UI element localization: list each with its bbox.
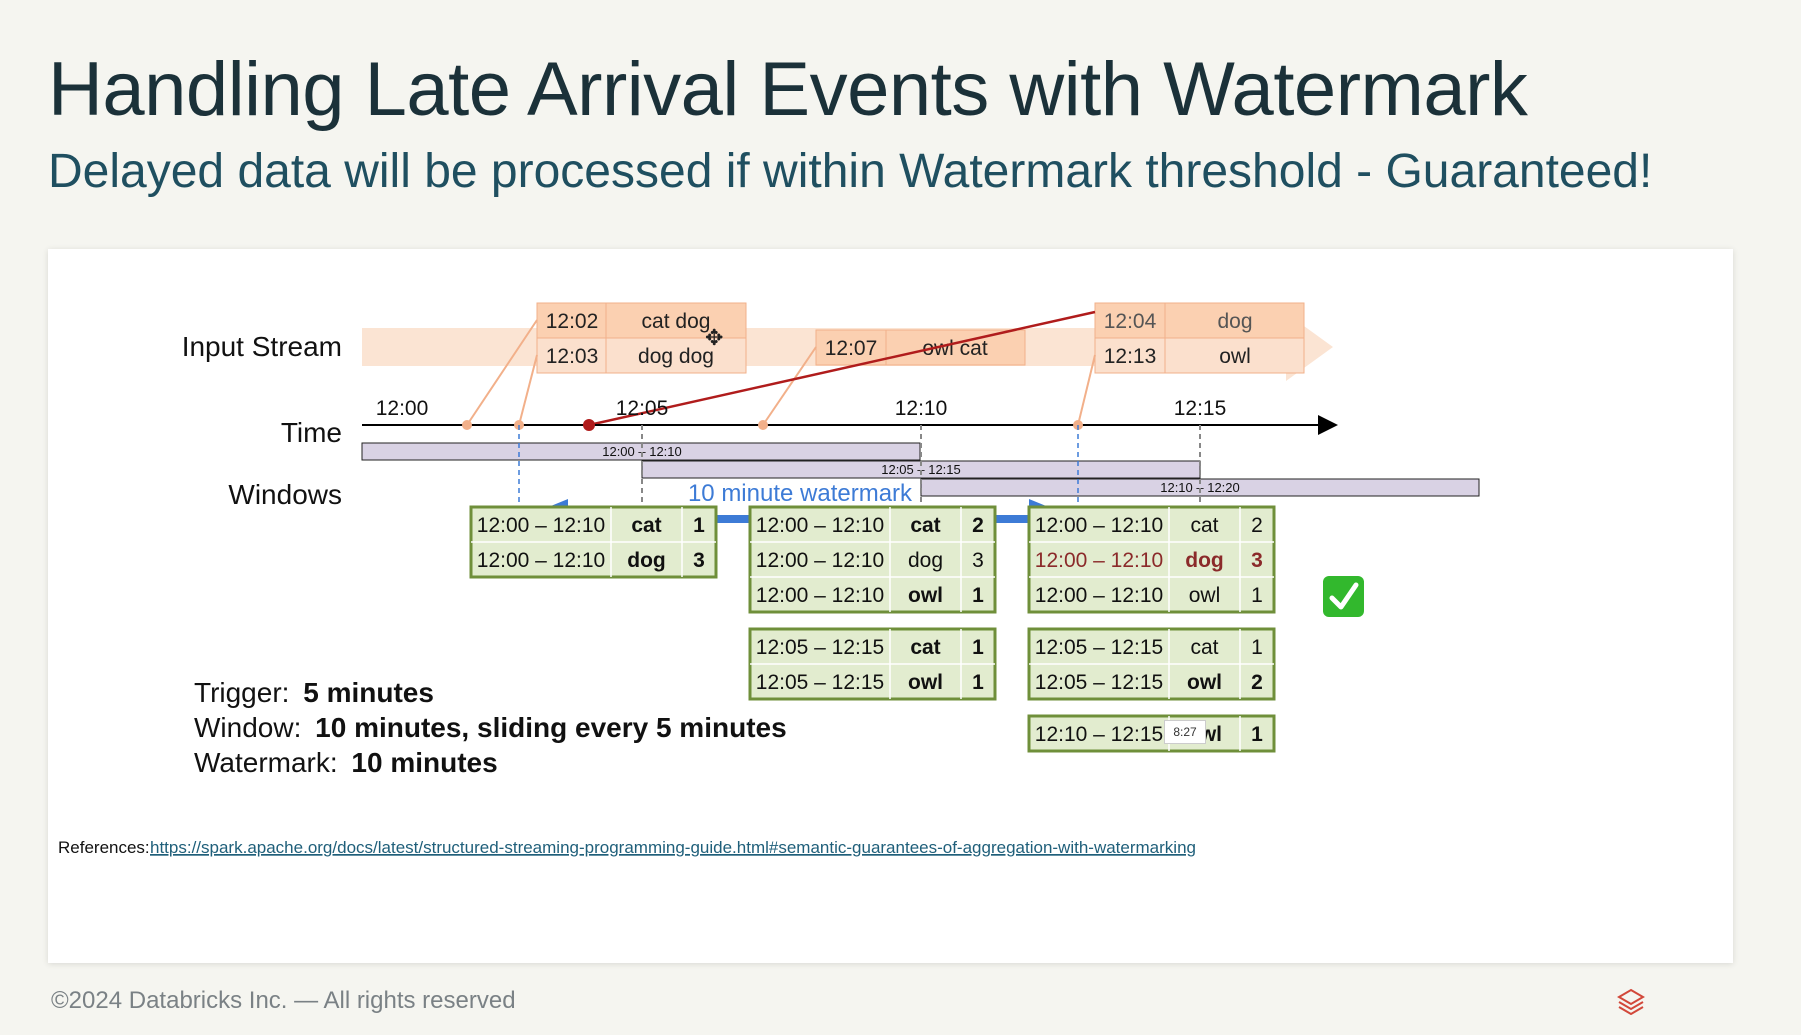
setting-value: 10 minutes [351,747,497,778]
table-count-cell: 1 [972,636,984,659]
table-window-cell: 12:00 – 12:10 [477,549,605,572]
event-box-1: 12:02 cat dog 12:03 dog dog [536,302,747,374]
watermark-label: 10 minute watermark [688,480,913,507]
event-connector [762,346,817,426]
time-tick-label: 12:05 [616,397,669,420]
event-time: 12:03 [546,345,599,368]
event-box-3: 12:04 dog 12:13 owl [1094,302,1305,374]
time-tick-label: 12:00 [376,397,429,420]
references-link[interactable]: https://spark.apache.org/docs/latest/str… [150,838,1196,857]
event-dot [462,420,472,430]
table-count-cell: 3 [972,549,984,572]
late-event-line [588,310,1096,427]
result-table: 12:05 – 12:15 cat 1 12:05 – 12:15 owl 1 [748,627,997,701]
table-word-cell: cat [910,636,940,659]
result-table: 12:05 – 12:15 cat 1 12:05 – 12:15 owl 2 [1027,627,1276,701]
check-icon [1323,576,1364,617]
watermark-diagram: Input Stream Time Windows 12:02 cat dog … [58,302,1480,857]
table-word-cell: dog [627,549,665,572]
time-tick-label: 12:15 [1174,397,1227,420]
event-words: dog dog [638,345,714,368]
result-table: 12:00 – 12:10 cat 1 12:00 – 12:10 dog 3 [469,505,718,579]
result-table: 12:00 – 12:10 cat 2 12:00 – 12:10 dog 3 12:00 … [1027,505,1276,614]
event-time: 12:13 [1104,345,1157,368]
table-count-cell: 2 [1251,514,1263,537]
table-word-cell: owl [1187,671,1222,694]
window-label: 12:05 – 12:15 [881,462,961,477]
table-word-cell: cat [1190,514,1218,537]
table-window-cell: 12:05 – 12:15 [756,671,884,694]
window-setting: Window: 10 minutes, sliding every 5 minu… [194,712,787,743]
setting-value: 10 minutes, sliding every 5 minutes [315,712,787,743]
table-count-cell: 1 [972,584,984,607]
table-window-cell: 12:00 – 12:10 [1035,514,1163,537]
table-word-cell: owl [908,584,943,607]
table-word-cell: cat [910,514,940,537]
setting-label: Watermark: [194,747,338,778]
table-count-cell: 3 [1251,549,1263,572]
databricks-logo-icon [1617,988,1645,1015]
table-window-cell: 12:00 – 12:10 [756,514,884,537]
window-label: 12:00 – 12:10 [602,444,682,459]
table-window-cell: 12:05 – 12:15 [1035,671,1163,694]
slide-title: Handling Late Arrival Events with Waterm… [48,47,1528,132]
time-label: Time [281,417,342,448]
table-window-cell: 12:00 – 12:10 [477,514,605,537]
table-window-cell: 12:00 – 12:10 [756,549,884,572]
table-word-cell: dog [908,549,943,572]
copyright-footer: ©2024 Databricks Inc. — All rights reser… [51,987,516,1014]
result-table: 12:00 – 12:10 cat 2 12:00 – 12:10 dog 3 12:00 … [748,505,997,614]
video-timestamp: 8:27 [1164,720,1206,744]
slide-subtitle: Delayed data will be processed if within… [48,145,1653,198]
trigger-setting: Trigger: 5 minutes [194,677,434,708]
event-connector [518,354,538,426]
table-word-cell: cat [631,514,661,537]
input-stream-label: Input Stream [182,331,342,362]
event-time: 12:04 [1104,310,1157,333]
time-tick-label: 12:10 [895,397,948,420]
table-window-cell: 12:00 – 12:10 [1035,549,1163,572]
table-count-cell: 2 [972,514,984,537]
table-window-cell: 12:05 – 12:15 [1035,636,1163,659]
event-words: owl [1219,345,1251,368]
event-dot [758,420,768,430]
table-count-cell: 1 [693,514,705,537]
table-word-cell: dog [1185,549,1223,572]
setting-label: Window: [194,712,301,743]
table-count-cell: 1 [972,671,984,694]
table-count-cell: 1 [1251,584,1263,607]
table-window-cell: 12:10 – 12:15 [1035,723,1163,746]
table-word-cell: owl [908,671,943,694]
move-cursor-icon: ✥ [705,325,724,350]
result-tables: 12:00 – 12:10 cat 112:00 – 12:10 dog 312:00 … [469,505,1276,753]
window-label: 12:10 – 12:20 [1160,480,1240,495]
event-time: 12:02 [546,310,599,333]
event-words: cat dog [642,310,711,333]
event-connector [1077,354,1096,426]
late-event-dot [583,419,595,431]
setting-label: Trigger: [194,677,289,708]
diagram-panel: Input Stream Time Windows 12:02 cat dog … [48,249,1733,963]
table-count-cell: 2 [1251,671,1263,694]
event-words: owl cat [922,337,988,360]
watermark-setting: Watermark: 10 minutes [194,747,498,778]
event-time: 12:07 [825,337,878,360]
table-count-cell: 1 [1251,636,1263,659]
setting-value: 5 minutes [303,677,434,708]
table-window-cell: 12:05 – 12:15 [756,636,884,659]
table-count-cell: 3 [693,549,705,572]
table-window-cell: 12:00 – 12:10 [756,584,884,607]
event-connector [466,319,538,426]
event-words: dog [1217,310,1252,333]
table-word-cell: owl [1189,584,1221,607]
table-count-cell: 1 [1251,723,1263,746]
windows-label: Windows [228,479,342,510]
table-window-cell: 12:00 – 12:10 [1035,584,1163,607]
references-label: References: [58,838,150,857]
table-word-cell: cat [1190,636,1218,659]
